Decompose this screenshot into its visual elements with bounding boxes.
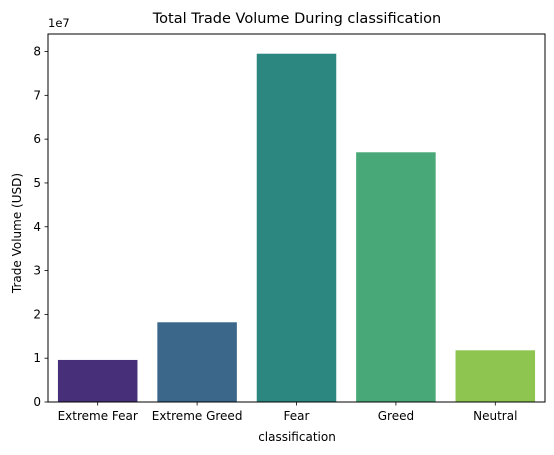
x-ticks-group: Extreme Fear Extreme Greed Fear Greed Neutra… xyxy=(58,402,517,423)
y-tick-label: 0 xyxy=(33,395,41,409)
x-tick-label: Fear xyxy=(284,409,310,423)
y-tick-label: 3 xyxy=(33,264,41,278)
y-tick-label: 8 xyxy=(33,45,41,59)
chart-title: Total Trade Volume During classification xyxy=(152,11,441,27)
y-offset-text: 1e7 xyxy=(48,16,70,30)
plot-frame xyxy=(47,33,546,403)
y-ticks-group: 0 1 2 3 4 5 6 7 8 xyxy=(33,45,48,409)
bar-extreme-greed xyxy=(157,322,237,402)
y-tick-label: 5 xyxy=(33,176,41,190)
x-tick-label: Extreme Greed xyxy=(152,409,243,423)
x-tick-label: Neutral xyxy=(473,409,517,423)
bars-group xyxy=(57,53,536,402)
bar-extreme-fear xyxy=(57,359,138,402)
x-axis-label: classification xyxy=(258,430,336,444)
y-tick-label: 2 xyxy=(33,307,41,321)
y-tick-label: 1 xyxy=(33,351,41,365)
x-tick-label: Greed xyxy=(378,409,414,423)
y-tick-label: 7 xyxy=(33,88,41,102)
bar-greed xyxy=(356,152,436,402)
y-tick-label: 6 xyxy=(33,132,41,146)
bar-fear xyxy=(256,53,337,402)
x-tick-label: Extreme Fear xyxy=(58,409,138,423)
bar-neutral xyxy=(455,350,536,402)
y-tick-label: 4 xyxy=(33,220,41,234)
y-axis-label: Trade Volume (USD) xyxy=(10,173,24,294)
